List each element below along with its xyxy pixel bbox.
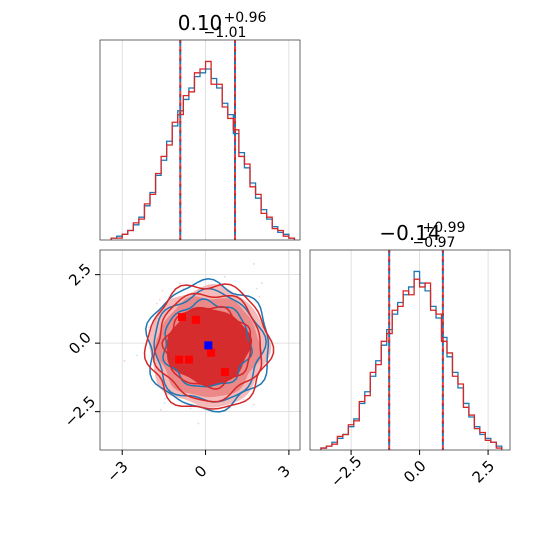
marginal-y-title-lower: −0.97 <box>413 235 456 251</box>
joint-xtick-label-2: 3 <box>274 462 293 481</box>
joint-sample-point <box>136 354 138 357</box>
histogram-series-1 <box>320 278 503 450</box>
joint-sample-point <box>242 398 245 401</box>
joint-xtick-label-1: 0 <box>191 462 210 481</box>
joint-ytick-label-1: 0.0 <box>65 328 95 358</box>
joint-sample-point <box>123 359 126 362</box>
contour-line-4 <box>152 292 263 403</box>
marginal-y-title-upper: +0.99 <box>423 220 466 236</box>
joint-sample-point <box>253 403 255 406</box>
joint-sample-point <box>161 289 164 292</box>
marginal-y-frame <box>309 249 511 451</box>
blue-point <box>204 341 213 350</box>
marginal-x-frame <box>99 39 301 241</box>
contour-line-2 <box>145 278 270 413</box>
contour-line-5 <box>161 305 252 390</box>
red-point-2 <box>175 355 184 364</box>
joint-sample-point <box>255 287 258 290</box>
contour-line-1 <box>162 298 253 388</box>
marginal-y-title: −0.14 <box>379 221 440 245</box>
joint-sample-point <box>189 407 192 410</box>
joint-xtick-label-0: −3 <box>103 457 131 485</box>
marginal-y-xtick-label-1: 0.0 <box>400 457 430 487</box>
marginal-x-title: 0.10 <box>178 11 223 35</box>
joint-sample-point <box>179 282 182 285</box>
joint-sample-point <box>159 298 161 301</box>
marginal-y-panel: −0.14 +0.99 −0.97 −2.5 0.0 2.5 <box>309 220 511 491</box>
red-point-5 <box>221 367 229 376</box>
histogram-series-1 <box>110 60 296 240</box>
joint-sample-point <box>197 422 200 425</box>
joint-sample-point <box>260 282 263 285</box>
red-point-0 <box>177 313 186 322</box>
joint-ytick-label-2: 2.5 <box>65 260 95 290</box>
marginal-y-xtick-label-0: −2.5 <box>327 452 365 490</box>
joint-sample-point <box>258 295 261 298</box>
joint-sample-point <box>163 402 166 404</box>
marginal-x-panel: 0.10 +0.96 −1.01 <box>99 10 301 241</box>
marginal-y-xtick-label-2: 2.5 <box>469 457 499 487</box>
joint-sample-point <box>155 302 158 305</box>
joint-sample-point <box>304 346 306 348</box>
joint-sample-point <box>147 326 150 329</box>
joint-sample-point <box>159 408 162 411</box>
joint-sample-point <box>253 263 255 265</box>
marginal-x-title-lower: −1.01 <box>204 25 247 41</box>
joint-sample-point <box>85 310 87 312</box>
contour-line-0 <box>153 287 267 403</box>
joint-sample-point <box>163 397 166 400</box>
histogram-series-0 <box>320 270 503 450</box>
joint-panel: −3 0 3 −2.5 0.0 2.5 <box>61 249 306 486</box>
marginal-x-title-upper: +0.96 <box>224 10 267 26</box>
joint-ytick-label-0: −2.5 <box>61 392 99 430</box>
joint-frame <box>99 249 301 451</box>
contour-line-3 <box>143 283 275 410</box>
histogram-series-0 <box>110 68 296 240</box>
red-point-3 <box>184 355 193 364</box>
joint-sample-point <box>223 275 226 278</box>
red-point-4 <box>207 348 216 357</box>
red-point-1 <box>191 315 200 324</box>
